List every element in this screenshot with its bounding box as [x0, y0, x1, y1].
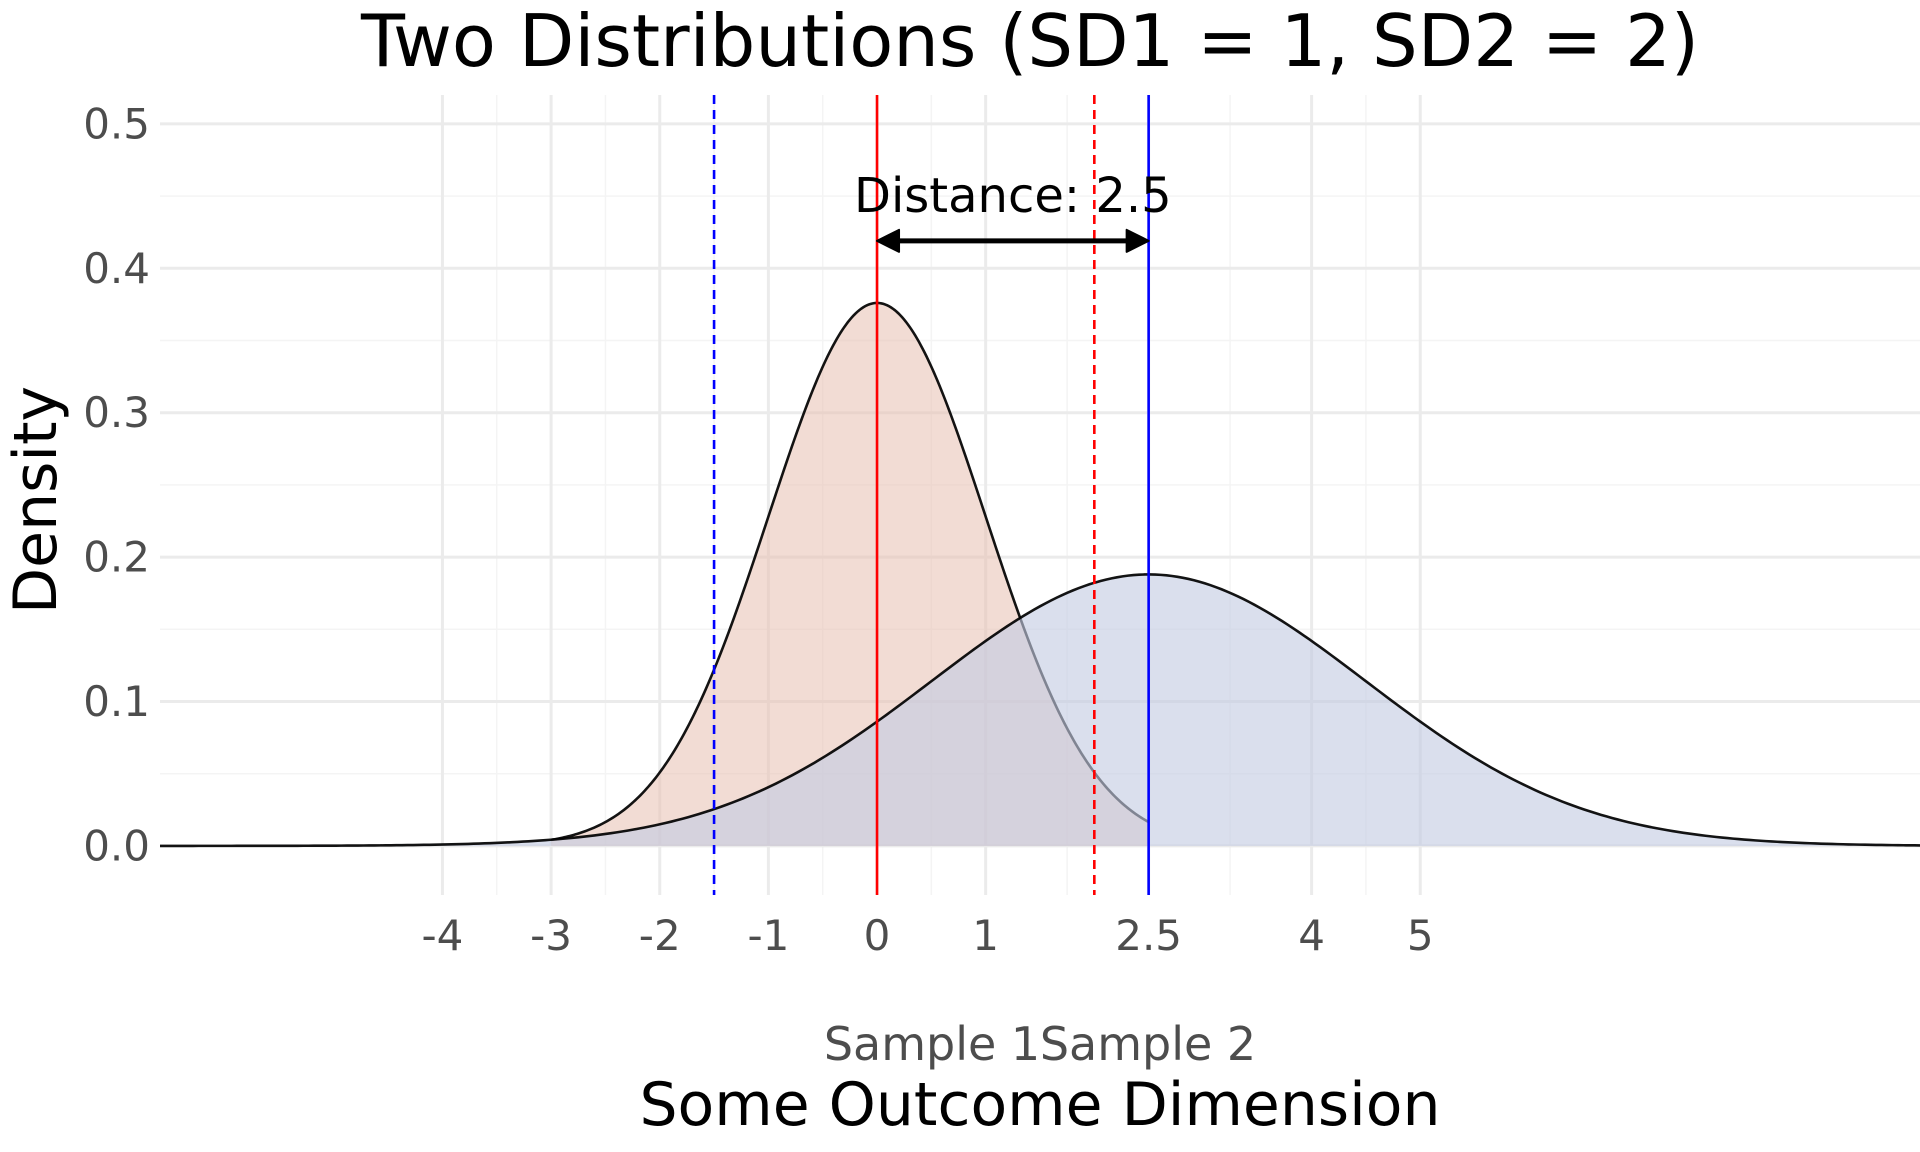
x-tick-label: -4 — [422, 911, 464, 960]
y-tick-label: 0.2 — [83, 533, 150, 582]
x-tick-label: 4 — [1298, 911, 1325, 960]
distance-annotation: Distance: 2.5 — [854, 168, 1172, 253]
x-tick-label: -3 — [530, 911, 572, 960]
x-tick-label: 2.5 — [1115, 911, 1182, 960]
y-tick-label: 0.5 — [83, 99, 150, 148]
x-tick-label: -2 — [639, 911, 681, 960]
x-tick-label: 1 — [972, 911, 999, 960]
y-tick-label: 0.3 — [83, 388, 150, 437]
y-tick-labels: 0.0 0.1 0.2 0.3 0.4 0.5 — [83, 99, 150, 870]
y-tick-label: 0.1 — [83, 677, 150, 726]
distance-arrow-head-left — [876, 228, 901, 253]
sample-2-density-area — [160, 574, 1920, 846]
sample-2-density-curve — [160, 573, 1920, 848]
chart-title: Two Distributions (SD1 = 1, SD2 = 2) — [360, 0, 1699, 83]
x-axis-title: Some Outcome Dimension — [639, 1070, 1440, 1140]
density-areas — [160, 301, 1920, 848]
x-tick-label: 5 — [1407, 911, 1434, 960]
y-tick-label: 0.0 — [83, 821, 150, 870]
x-tick-label: 0 — [864, 911, 891, 960]
distance-arrow-head-right — [1125, 228, 1150, 253]
y-axis-title: Density — [1, 386, 71, 614]
legend-label-sample-2: Sample 2 — [1040, 1017, 1256, 1071]
x-tick-labels: -4 -3 -2 -1 0 1 2.5 4 5 — [422, 911, 1434, 960]
distance-label: Distance: 2.5 — [854, 168, 1172, 224]
legend-label-sample-1: Sample 1 — [824, 1017, 1040, 1071]
legend: Sample 1 Sample 2 — [824, 1017, 1256, 1071]
vertical-lines — [712, 95, 1150, 895]
y-tick-label: 0.4 — [83, 244, 150, 293]
x-tick-label: -1 — [747, 911, 789, 960]
